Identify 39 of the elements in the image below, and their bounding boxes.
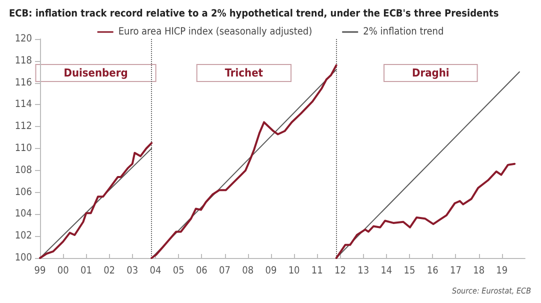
y-tick-label: 106	[14, 186, 32, 198]
x-tick-label: 99	[34, 266, 46, 276]
x-tick-label: 12	[334, 266, 346, 276]
x-tick-label: 08	[242, 266, 254, 276]
y-tick-label: 110	[14, 143, 32, 154]
annotation: Duisenberg	[64, 66, 128, 80]
x-tick-label: 11	[311, 266, 323, 276]
x-tick-label: 13	[358, 266, 370, 276]
x-tick-label: 16	[426, 266, 439, 276]
y-tick-label: 102	[14, 230, 32, 242]
x-tick-label: 00	[57, 266, 70, 276]
y-tick-label: 104	[14, 208, 32, 220]
legend-label: 2% inflation trend	[363, 26, 444, 38]
y-tick-label: 120	[14, 34, 32, 44]
legend-label: Euro area HICP index (seasonally adjusted)	[118, 26, 312, 38]
y-tick-label: 108	[14, 164, 32, 176]
x-tick-label: 09	[265, 266, 277, 276]
source-note: Source: Eurostat, ECB	[452, 286, 532, 296]
x-tick-label: 14	[380, 266, 392, 276]
x-tick-label: 17	[450, 266, 462, 276]
chart-title: ECB: inflation track record relative to a 2% hypothetical trend, under the ECB's three Presidents	[9, 8, 499, 20]
y-tick-label: 112	[14, 121, 32, 132]
x-tick-label: 18	[473, 266, 485, 276]
annotation: Trichet	[224, 66, 264, 80]
x-tick-label: 01	[80, 266, 92, 276]
y-tick-label: 114	[14, 99, 32, 110]
x-tick-label: 15	[404, 266, 416, 276]
x-tick-label: 04	[150, 266, 162, 276]
x-tick-label: 03	[126, 266, 138, 276]
y-tick-label: 100	[14, 252, 32, 264]
y-tick-label: 118	[14, 55, 32, 66]
x-tick-label: 07	[219, 266, 230, 276]
x-tick-label: 05	[172, 266, 184, 276]
x-tick-label: 02	[104, 266, 116, 276]
x-tick-label: 06	[196, 266, 208, 276]
x-tick-label: 10	[288, 266, 300, 276]
y-tick-label: 116	[14, 77, 32, 88]
annotation: Draghi	[412, 66, 450, 80]
x-tick-label: 19	[496, 266, 508, 276]
